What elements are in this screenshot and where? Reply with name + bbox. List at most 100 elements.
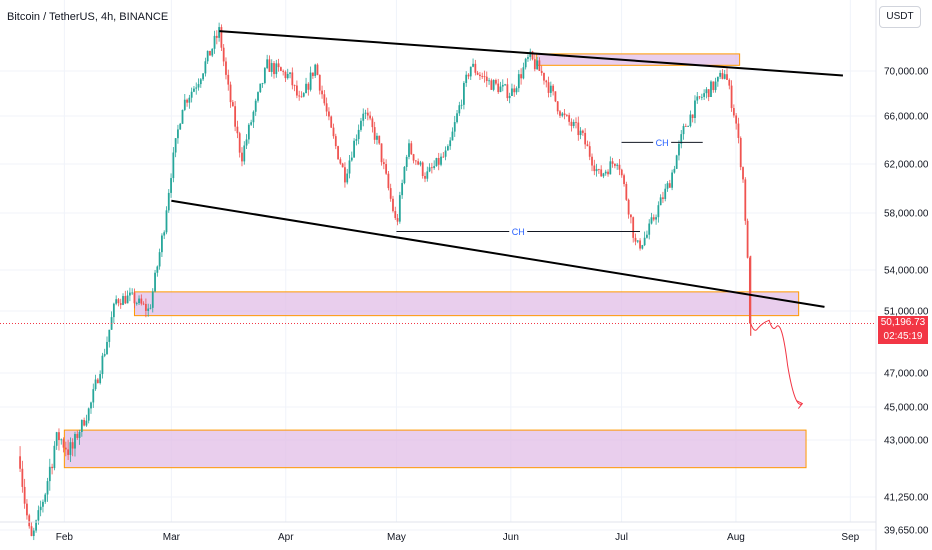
candle-body [387, 173, 390, 189]
candle-body [737, 123, 740, 138]
candle-body [199, 79, 202, 85]
candle-body [32, 530, 35, 537]
candle-body [742, 167, 744, 180]
x-tick-label: Mar [163, 532, 181, 543]
candle-body [321, 90, 323, 95]
candle-body [225, 61, 227, 75]
candle-body [60, 439, 63, 441]
candle-body [323, 94, 326, 104]
candle-body [668, 183, 671, 188]
candle-body [538, 60, 541, 71]
candle-body [446, 146, 449, 151]
candle-body [513, 88, 516, 93]
candle-body [671, 172, 673, 188]
candle-body [286, 73, 289, 79]
candle-body [730, 85, 733, 109]
candle-body [360, 120, 362, 130]
candle-body [646, 234, 648, 238]
candle-body [586, 144, 589, 147]
candle-body [279, 67, 282, 71]
candle-body [394, 211, 397, 219]
candle-body [364, 112, 367, 114]
candle-body [410, 143, 413, 155]
candle-body [186, 99, 188, 103]
candle-body [76, 434, 79, 438]
candle-body [600, 169, 603, 177]
candle-body [245, 139, 248, 146]
candle-body [426, 171, 429, 179]
candle-body [344, 167, 346, 183]
candle-body [657, 205, 660, 218]
candle-body [700, 96, 703, 98]
candle-body [366, 112, 369, 116]
candle-body [147, 308, 150, 311]
candle-body [126, 295, 129, 304]
candle-body [398, 195, 401, 222]
candle-body [483, 76, 486, 78]
candle-body [488, 80, 490, 82]
candle-body [261, 83, 264, 84]
candle-body [170, 178, 172, 193]
candle-body [339, 159, 342, 164]
candle-body [442, 156, 445, 158]
candle-body [353, 140, 355, 158]
candle-body [213, 35, 216, 49]
candle-body [51, 466, 53, 469]
candle-body [106, 341, 108, 355]
candle-body [508, 95, 511, 99]
currency-selector-button[interactable]: USDT [879, 6, 921, 28]
candle-body [652, 217, 655, 220]
candle-body [607, 171, 609, 175]
candle-body [540, 70, 543, 73]
candle-body [664, 188, 667, 199]
candle-body [604, 171, 607, 174]
candle-body [284, 71, 287, 79]
y-tick-label: 66,000.00 [884, 112, 929, 123]
candle-body [87, 408, 90, 421]
candle-body [511, 88, 513, 96]
candle-body [373, 127, 376, 140]
candle-body [300, 96, 303, 98]
ch-label-bg [653, 136, 672, 149]
candle-body [94, 379, 97, 390]
candle-body [92, 389, 95, 403]
candle-body [453, 122, 456, 132]
candle-body [369, 115, 372, 119]
x-tick-label: Apr [278, 532, 294, 543]
candle-body [716, 76, 719, 82]
candle-body [430, 167, 433, 169]
supply-demand-zone [536, 53, 741, 66]
candle-body [428, 167, 431, 172]
x-tick-label: Jun [503, 532, 519, 543]
candle-body [71, 442, 74, 449]
supply-demand-zone [133, 291, 800, 317]
y-tick-label: 43,000.00 [884, 436, 929, 447]
candle-body [728, 79, 731, 86]
candle-body [325, 103, 328, 112]
overlays: CH CH [0, 30, 876, 409]
candle-body [536, 60, 539, 70]
candle-body [726, 74, 728, 80]
candle-body [268, 59, 271, 72]
candle-body [222, 47, 225, 62]
y-tick-label: 51,000.00 [884, 307, 929, 318]
candle-body [163, 232, 166, 236]
candle-body [26, 503, 28, 516]
candle-body [584, 132, 587, 145]
candle-body [632, 217, 635, 238]
candle-body [371, 118, 374, 128]
candle-body [385, 164, 388, 174]
candle-body [405, 156, 408, 167]
candle-body [257, 92, 259, 101]
candle-body [181, 109, 184, 124]
candle-body [666, 183, 669, 189]
candle-body [723, 74, 726, 79]
candle-body [334, 136, 337, 147]
candle-body [641, 245, 644, 249]
candle-body [591, 156, 593, 166]
candle-body [609, 161, 612, 175]
candle-body [549, 85, 552, 93]
candle-body [362, 113, 365, 121]
candle-body [252, 111, 255, 123]
